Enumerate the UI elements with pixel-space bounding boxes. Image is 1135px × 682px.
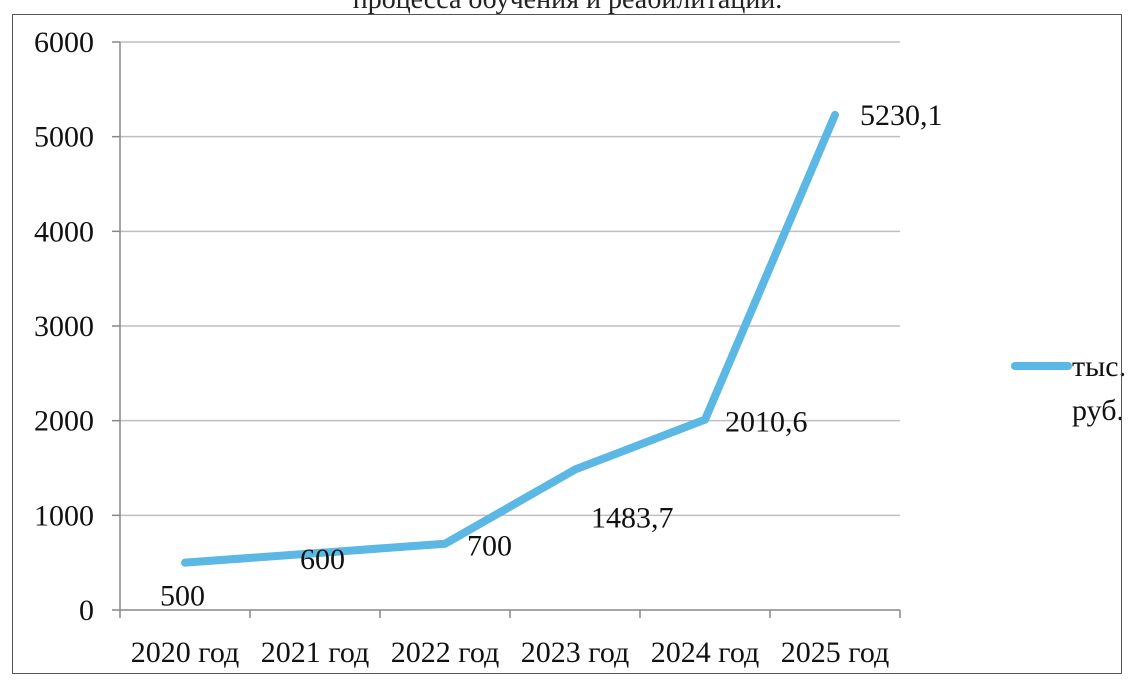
y-tick-label: 4000	[34, 215, 94, 248]
legend-label: руб.	[1072, 394, 1124, 427]
y-tick-label: 6000	[34, 26, 94, 59]
y-tick-label: 3000	[34, 310, 94, 343]
x-tick-label: 2025 год	[781, 636, 889, 669]
data-label: 5230,1	[860, 99, 943, 132]
x-tick-label: 2020 год	[131, 636, 239, 669]
caption-text: процесса обучения и реабилитации.	[0, 0, 1135, 16]
data-label: 1483,7	[591, 502, 674, 535]
series-line	[181, 110, 839, 567]
data-label: 700	[467, 530, 512, 563]
data-label: 2010,6	[725, 406, 808, 439]
y-tick-label: 0	[79, 594, 94, 627]
x-tick-label: 2021 год	[261, 636, 369, 669]
y-tick-label: 1000	[34, 499, 94, 532]
y-tick-label: 5000	[34, 121, 94, 154]
x-tick-label: 2022 год	[391, 636, 499, 669]
x-tick-label: 2023 год	[521, 636, 629, 669]
data-label: 500	[160, 580, 205, 613]
data-label: 600	[300, 543, 345, 576]
x-tick-label: 2024 год	[651, 636, 759, 669]
legend-label: тыс.	[1072, 350, 1126, 383]
y-tick-label: 2000	[34, 405, 94, 438]
